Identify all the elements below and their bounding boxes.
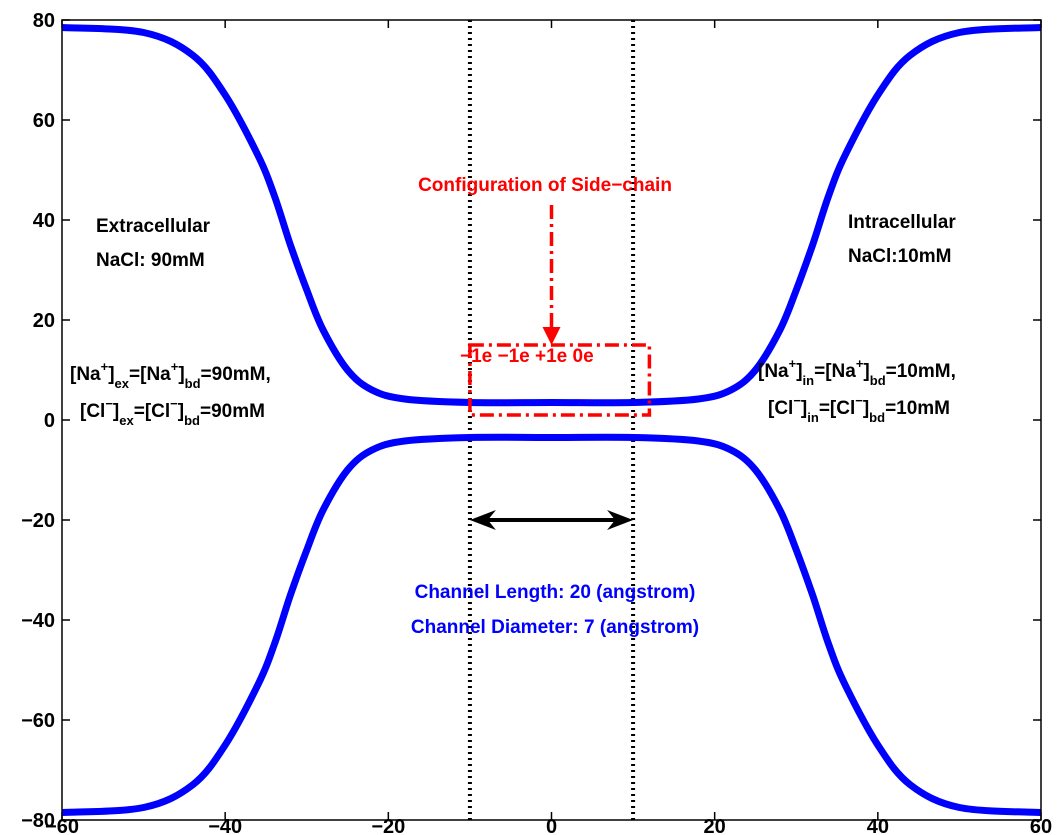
- y-tick-label: −80: [21, 810, 55, 832]
- sodium-intracellular-equation: [Na+]in=[Na+]bd=10mM,: [758, 356, 956, 388]
- y-tick-label: −40: [21, 610, 55, 632]
- y-tick-label: −20: [21, 510, 55, 532]
- extracellular-label: Extracellular: [96, 216, 211, 237]
- side-chain-title: Configuration of Side−chain: [418, 175, 672, 196]
- extracellular-concentration: NaCl: 90mM: [96, 250, 205, 271]
- y-tick-label: 20: [33, 310, 55, 332]
- chloride-extracellular-equation: [Cl−]ex=[Cl−]bd=90mM: [80, 396, 265, 428]
- chloride-intracellular-equation: [Cl−]in=[Cl−]bd=10mM: [768, 393, 950, 425]
- axes-frame: [61, 19, 1042, 821]
- x-tick-label: 0: [546, 816, 557, 835]
- sodium-extracellular-equation: [Na+]ex=[Na+]bd=90mM,: [70, 359, 271, 391]
- x-tick-label: −20: [371, 816, 405, 835]
- channel-upper-wall-line: [61, 24, 1042, 407]
- side-chain-box: [468, 343, 652, 417]
- y-tick-label: 40: [33, 210, 55, 232]
- side-chain-charges: −1e −1e +1e 0e: [460, 346, 594, 367]
- y-tick-label: 0: [44, 410, 55, 432]
- channel-length-arrowhead-left: [469, 510, 496, 530]
- x-tick-label: 20: [704, 816, 726, 835]
- x-tick-label: 40: [867, 816, 889, 835]
- channel-length-arrowhead-right: [607, 510, 634, 530]
- channel-length-label: Channel Length: 20 (angstrom): [415, 582, 696, 603]
- side-chain-pointer-arrowhead: [542, 327, 561, 345]
- y-tick-label: −60: [21, 710, 55, 732]
- channel-lower-wall-line: [61, 433, 1042, 816]
- y-axis-ticks: −80 −60 −40 −20 0 20 40 60 80: [21, 10, 1041, 832]
- intracellular-concentration: NaCl:10mM: [848, 246, 951, 267]
- x-tick-label: −40: [208, 816, 242, 835]
- channel-diameter-label: Channel Diameter: 7 (angstrom): [411, 617, 699, 638]
- y-tick-label: 80: [33, 10, 55, 32]
- intracellular-label: Intracellular: [848, 212, 956, 233]
- y-tick-label: 60: [33, 110, 55, 132]
